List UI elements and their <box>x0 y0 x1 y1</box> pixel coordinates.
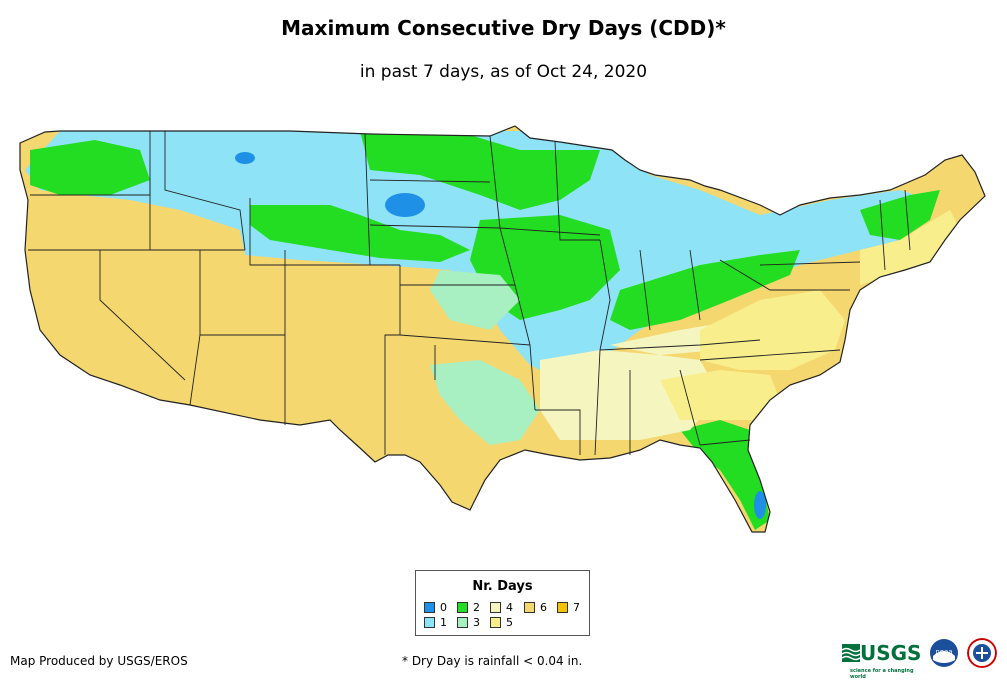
usgs-wave-icon <box>842 644 860 662</box>
legend-item-3: 3 <box>457 616 480 629</box>
legend-item-2: 2 <box>457 601 480 614</box>
legend-swatch-2 <box>457 602 468 613</box>
legend-swatch-4 <box>490 602 501 613</box>
credit-text: Map Produced by USGS/EROS <box>10 654 188 668</box>
usgs-logo: USGS science for a changing world <box>842 641 921 680</box>
footnote-text: * Dry Day is rainfall < 0.04 in. <box>402 654 583 668</box>
map-title: Maximum Consecutive Dry Days (CDD)* <box>281 16 726 40</box>
legend-item-4: 4 <box>490 601 513 614</box>
legend-swatch-7 <box>557 602 568 613</box>
legend-swatch-3 <box>457 617 468 628</box>
legend-item-1: 1 <box>424 616 447 629</box>
map-subtitle: in past 7 days, as of Oct 24, 2020 <box>359 62 648 82</box>
dry-days-fill <box>20 126 985 532</box>
legend-swatch-6 <box>524 602 535 613</box>
legend-swatch-0 <box>424 602 435 613</box>
us-dry-days-map <box>19 125 986 533</box>
legend-item-6: 6 <box>524 601 547 614</box>
legend-swatch-5 <box>490 617 501 628</box>
nws-logo <box>967 638 998 668</box>
noaa-logo: noaa <box>930 639 959 667</box>
svg-text:noaa: noaa <box>936 648 953 656</box>
state-borders <box>28 131 911 456</box>
legend-title: Nr. Days <box>472 579 533 594</box>
legend-item-0: 0 <box>424 601 447 614</box>
legend: Nr. Days 0 1 2 3 4 5 6 <box>415 570 590 636</box>
legend-item-7: 7 <box>557 601 580 614</box>
legend-item-5: 5 <box>490 616 513 629</box>
logos: USGS science for a changing world noaa <box>842 638 998 680</box>
legend-swatch-1 <box>424 617 435 628</box>
